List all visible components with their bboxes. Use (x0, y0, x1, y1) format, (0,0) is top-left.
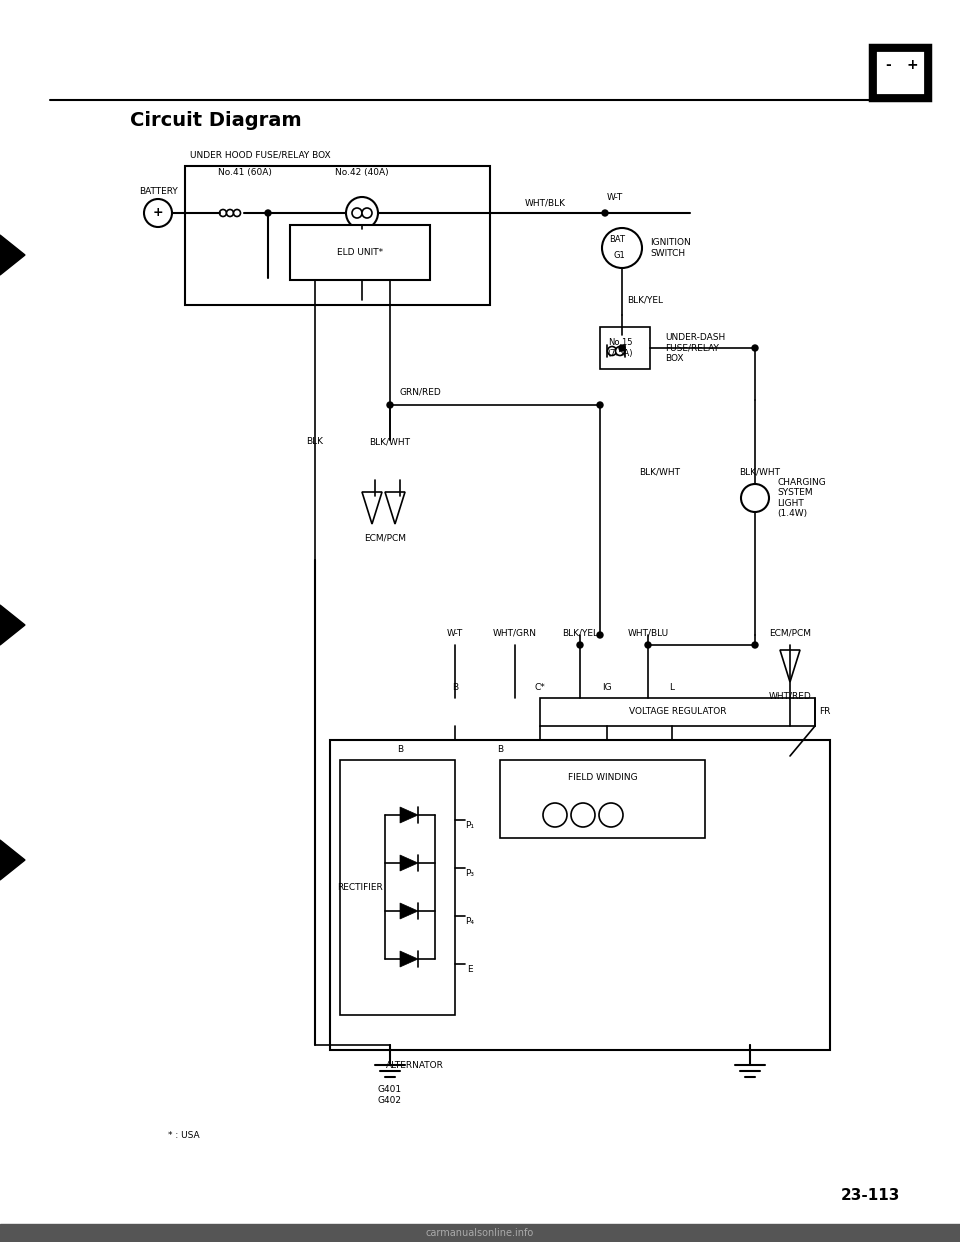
Bar (290, 225, 430, 279)
Text: P₁: P₁ (466, 821, 474, 830)
Circle shape (577, 642, 583, 648)
Circle shape (752, 345, 758, 351)
Text: UNDER HOOD FUSE/RELAY BOX: UNDER HOOD FUSE/RELAY BOX (190, 150, 330, 159)
Text: UNDER-DASH
FUSE/RELAY
BOX: UNDER-DASH FUSE/RELAY BOX (665, 333, 725, 363)
Text: P₃: P₃ (466, 868, 474, 878)
Text: No.15
(7.5A): No.15 (7.5A) (608, 338, 633, 358)
Circle shape (362, 207, 372, 219)
Text: +: + (906, 58, 918, 72)
Text: ALTERNATOR: ALTERNATOR (386, 1061, 444, 1069)
Polygon shape (400, 854, 418, 871)
Text: P₄: P₄ (466, 917, 474, 925)
Text: CHARGING
SYSTEM
LIGHT
(1.4W): CHARGING SYSTEM LIGHT (1.4W) (777, 478, 826, 518)
Circle shape (227, 210, 233, 216)
Text: WHT/GRN: WHT/GRN (493, 628, 537, 637)
Polygon shape (400, 951, 418, 968)
Text: B: B (396, 745, 403, 754)
Text: WHT/RED: WHT/RED (769, 692, 811, 700)
Text: W-T: W-T (446, 628, 463, 637)
Circle shape (543, 804, 567, 827)
Circle shape (602, 210, 608, 216)
Circle shape (619, 345, 625, 351)
Bar (330, 740, 830, 1049)
Bar (870, 45, 930, 101)
Text: BLK/YEL: BLK/YEL (562, 628, 598, 637)
Circle shape (602, 229, 642, 268)
Circle shape (599, 804, 623, 827)
Polygon shape (0, 840, 25, 881)
Text: carmanualsonline.info: carmanualsonline.info (426, 1228, 534, 1238)
Text: GRN/RED: GRN/RED (399, 388, 441, 396)
Text: L: L (669, 683, 675, 693)
Text: ECM/PCM: ECM/PCM (769, 628, 811, 637)
Circle shape (346, 197, 378, 229)
Text: B: B (452, 683, 458, 693)
Text: No.42 (40A): No.42 (40A) (335, 168, 389, 176)
Text: BLK/WHT: BLK/WHT (739, 467, 780, 477)
Circle shape (615, 347, 625, 355)
Text: -: - (885, 58, 891, 72)
Text: IGNITION
SWITCH: IGNITION SWITCH (650, 238, 691, 257)
Circle shape (752, 642, 758, 648)
Bar (185, 166, 490, 306)
Circle shape (571, 804, 595, 827)
Bar (600, 327, 650, 369)
Polygon shape (400, 903, 418, 919)
Circle shape (608, 347, 616, 355)
Text: C*: C* (535, 683, 545, 693)
Text: BAT: BAT (609, 236, 625, 245)
Text: VOLTAGE REGULATOR: VOLTAGE REGULATOR (629, 708, 727, 717)
Circle shape (144, 199, 172, 227)
Text: BLK/WHT: BLK/WHT (639, 467, 681, 477)
Circle shape (233, 210, 241, 216)
Text: BLK: BLK (306, 437, 324, 447)
Bar (0, 1225, 960, 1242)
Polygon shape (0, 235, 25, 274)
Text: BLK/WHT: BLK/WHT (370, 437, 411, 447)
Circle shape (265, 210, 271, 216)
Bar (500, 760, 705, 838)
Text: WHT/BLK: WHT/BLK (524, 199, 565, 207)
Text: ELD UNIT*: ELD UNIT* (337, 248, 383, 257)
Text: RECTIFIER: RECTIFIER (337, 883, 383, 892)
Text: BATTERY: BATTERY (138, 186, 178, 195)
Text: * : USA: * : USA (168, 1130, 200, 1139)
Text: Circuit Diagram: Circuit Diagram (130, 111, 301, 129)
Circle shape (352, 207, 362, 219)
Circle shape (645, 642, 651, 648)
Text: G1: G1 (613, 251, 625, 261)
Text: 23-113: 23-113 (840, 1187, 900, 1202)
Polygon shape (0, 605, 25, 645)
Text: E: E (468, 965, 473, 974)
Text: FIELD WINDING: FIELD WINDING (567, 774, 637, 782)
Text: W-T: W-T (607, 194, 623, 202)
Circle shape (741, 484, 769, 512)
Circle shape (387, 402, 393, 409)
Polygon shape (400, 807, 418, 823)
Text: ECM/PCM: ECM/PCM (364, 534, 406, 543)
Bar (875, 50, 925, 94)
Bar (540, 698, 815, 727)
Text: +: + (153, 206, 163, 220)
Circle shape (597, 632, 603, 638)
Bar (875, 50, 925, 94)
Text: G401
G402: G401 G402 (378, 1086, 402, 1104)
Text: WHT/BLU: WHT/BLU (628, 628, 668, 637)
Text: B: B (497, 745, 503, 754)
Text: No.41 (60A): No.41 (60A) (218, 168, 272, 176)
Circle shape (220, 210, 227, 216)
Text: FR: FR (819, 708, 830, 717)
Text: IG: IG (602, 683, 612, 693)
Bar (340, 760, 455, 1015)
Circle shape (597, 402, 603, 409)
Text: BLK/YEL: BLK/YEL (627, 296, 663, 304)
